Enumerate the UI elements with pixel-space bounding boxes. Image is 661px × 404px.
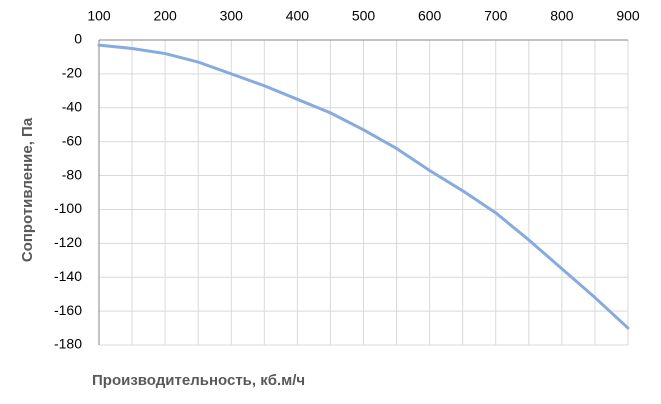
y-tick-label: -20	[62, 65, 82, 81]
x-tick-label: 100	[87, 8, 111, 24]
x-tick-label: 300	[220, 8, 244, 24]
x-tick-label: 500	[352, 8, 376, 24]
x-tick-label: 800	[550, 8, 574, 24]
y-tick-label: -140	[54, 268, 82, 284]
y-tick-label: -180	[54, 336, 82, 352]
x-tick-label: 400	[286, 8, 310, 24]
y-axis-title: Сопротивление, Па	[19, 117, 36, 262]
x-axis-title: Производительность, кб.м/ч	[92, 372, 305, 389]
y-tick-label: -120	[54, 234, 82, 250]
y-tick-label: -160	[54, 302, 82, 318]
y-tick-label: -60	[62, 132, 82, 148]
y-tick-label: -80	[62, 166, 82, 182]
y-tick-label: 0	[74, 31, 82, 47]
x-tick-label: 600	[418, 8, 442, 24]
y-tick-label: -40	[62, 98, 82, 114]
x-tick-label: 900	[616, 8, 640, 24]
data-line	[97, 43, 630, 330]
x-tick-label: 200	[153, 8, 177, 24]
x-tick-label: 700	[484, 8, 508, 24]
y-tick-label: -100	[54, 200, 82, 216]
